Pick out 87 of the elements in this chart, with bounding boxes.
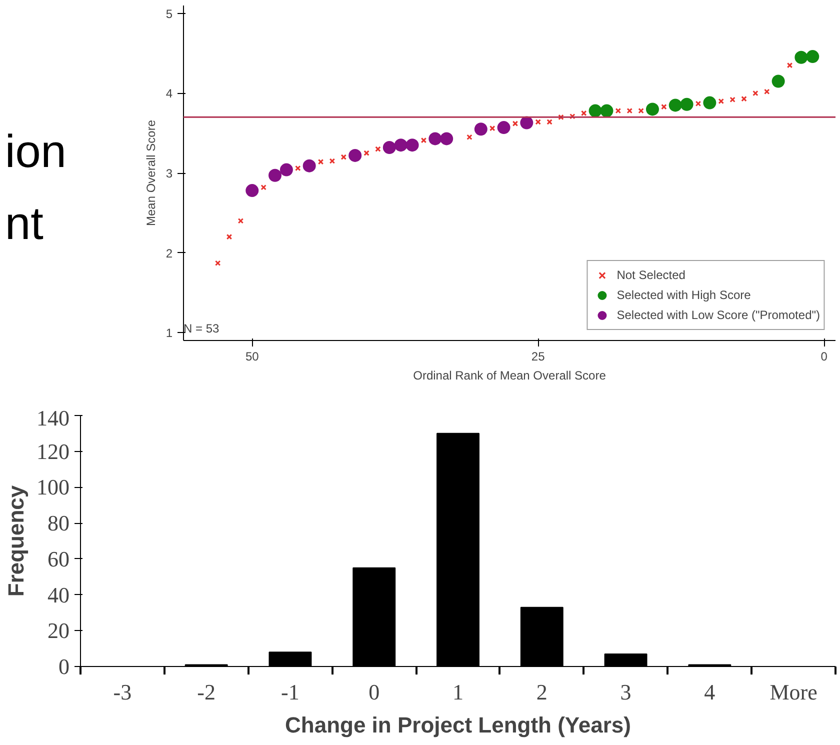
- point: [318, 158, 324, 165]
- point: [348, 148, 362, 162]
- point: [661, 104, 667, 110]
- point: [535, 119, 541, 125]
- y-tick-label: 140: [36, 406, 70, 430]
- point: [794, 50, 808, 64]
- y-axis-title: Mean Overall Score: [144, 120, 158, 226]
- point: [680, 98, 694, 111]
- y-axis-title: Frequency: [4, 484, 28, 597]
- point: [626, 108, 632, 114]
- point: [520, 116, 534, 130]
- point: [764, 88, 770, 95]
- point: [512, 120, 518, 126]
- y-tick-label: 2: [166, 246, 173, 260]
- point: [588, 104, 602, 118]
- point: [260, 184, 266, 190]
- x-axis-title: Ordinal Rank of Mean Overall Score: [413, 368, 606, 382]
- point: [497, 121, 510, 134]
- x-tick-label: More: [770, 680, 818, 704]
- point: [364, 150, 370, 156]
- point: [246, 184, 259, 198]
- y-tick-label: 4: [166, 86, 173, 101]
- x-tick-label: 4: [704, 680, 716, 704]
- y-tick-label: 0: [58, 654, 70, 679]
- point: [302, 159, 316, 172]
- point: [420, 137, 427, 144]
- y-tick-label: 120: [36, 438, 70, 464]
- point: [268, 168, 282, 182]
- x-tick-label: 1: [452, 680, 464, 704]
- text: ion: [5, 125, 66, 177]
- point: [375, 146, 381, 152]
- point: [489, 125, 496, 132]
- point: [580, 110, 587, 116]
- point: [570, 114, 576, 120]
- point: [295, 165, 301, 172]
- y-tick-label: 1: [166, 326, 173, 340]
- point: [786, 62, 793, 68]
- x-tick-label: -3: [113, 680, 132, 704]
- x-tick-label: 0: [820, 350, 828, 364]
- point: [394, 138, 408, 152]
- point: [558, 114, 564, 120]
- point: [806, 50, 820, 64]
- x-tick-label: 0: [368, 680, 380, 704]
- point: [638, 108, 644, 114]
- point: [440, 132, 454, 146]
- x-tick-label: 2: [536, 680, 548, 704]
- x-tick-label: 3: [620, 680, 632, 704]
- point: [382, 140, 396, 154]
- x-tick-label: 50: [245, 350, 260, 364]
- point: [280, 163, 293, 176]
- y-tick-label: 5: [166, 6, 173, 21]
- point: [615, 108, 622, 114]
- point: [474, 122, 488, 136]
- y-tick-label: 40: [48, 582, 70, 608]
- point: [406, 138, 419, 152]
- point: [772, 74, 785, 88]
- point: [214, 260, 221, 266]
- x-tick-label: -1: [281, 680, 300, 704]
- point: [718, 98, 724, 104]
- point: [428, 132, 442, 146]
- x-tick-label: 25: [531, 350, 546, 364]
- legend-label: Not Selected: [616, 268, 686, 282]
- y-tick-label: 60: [48, 546, 70, 572]
- legend-label: Selected with High Score: [616, 288, 751, 302]
- point: [226, 234, 232, 240]
- x-axis-title: Change in Project Length (Years): [285, 712, 631, 738]
- point: [546, 119, 552, 125]
- annotation: N = 53: [184, 322, 220, 336]
- point: [329, 158, 336, 164]
- text: nt: [5, 197, 44, 249]
- point: [340, 154, 347, 160]
- y-tick-label: 80: [48, 510, 70, 536]
- point: [741, 96, 747, 102]
- y-tick-label: 3: [166, 166, 173, 180]
- y-tick-label: 20: [48, 618, 70, 644]
- x-tick-label: -2: [197, 680, 216, 704]
- point: [703, 96, 716, 110]
- y-tick-label: 100: [36, 474, 70, 500]
- point: [238, 218, 244, 224]
- point: [695, 100, 702, 106]
- point: [752, 90, 758, 96]
- point: [466, 134, 472, 140]
- point: [730, 96, 736, 102]
- legend-label: Selected with Low Score ("Promoted"): [616, 308, 820, 322]
- point: [600, 104, 614, 118]
- point: [668, 98, 682, 112]
- point: [646, 102, 659, 116]
